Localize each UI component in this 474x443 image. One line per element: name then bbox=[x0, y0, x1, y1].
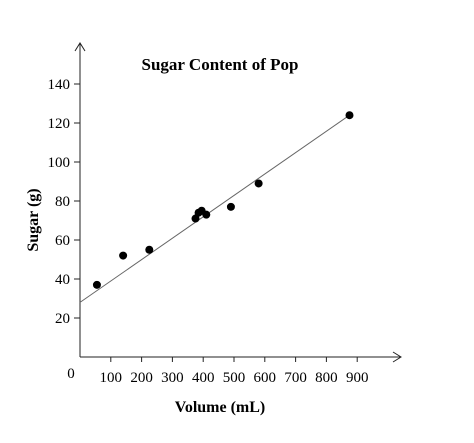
data-points bbox=[92, 111, 354, 289]
data-point bbox=[92, 280, 101, 289]
y-tick-label: 80 bbox=[55, 194, 70, 210]
x-tick-label: 700 bbox=[284, 370, 307, 386]
y-ticks: 20 40 60 80 100 120 140 bbox=[48, 77, 80, 327]
x-axis-label: Volume (mL) bbox=[175, 399, 266, 416]
data-point bbox=[119, 251, 128, 260]
x-tick-label: 300 bbox=[161, 370, 184, 386]
x-tick-label: 500 bbox=[223, 370, 246, 386]
data-point bbox=[145, 245, 154, 254]
x-tick-label: 900 bbox=[346, 370, 369, 386]
data-point bbox=[202, 210, 211, 219]
y-tick-label: 40 bbox=[55, 272, 70, 288]
y-tick-label: 100 bbox=[48, 155, 71, 171]
axes bbox=[74, 42, 402, 363]
x-tick-label: 200 bbox=[130, 370, 153, 386]
chart-title: Sugar Content of Pop bbox=[142, 55, 299, 74]
data-point bbox=[254, 179, 263, 188]
trendline bbox=[79, 114, 350, 303]
x-tick-label: 600 bbox=[254, 370, 277, 386]
x-tick-label: 800 bbox=[315, 370, 338, 386]
origin-label: 0 bbox=[67, 366, 75, 382]
y-axis-arrow bbox=[74, 42, 86, 52]
y-tick-label: 120 bbox=[48, 116, 71, 132]
x-ticks: 100 200 300 400 500 600 700 800 900 bbox=[100, 357, 369, 386]
y-tick-label: 20 bbox=[55, 311, 70, 327]
data-point bbox=[226, 202, 235, 211]
x-tick-label: 100 bbox=[100, 370, 123, 386]
trendline-layer bbox=[79, 114, 350, 303]
y-tick-label: 140 bbox=[48, 77, 71, 93]
y-axis-label: Sugar (g) bbox=[25, 188, 42, 251]
y-tick-label: 60 bbox=[55, 233, 70, 249]
data-point bbox=[345, 111, 354, 120]
x-tick-label: 400 bbox=[192, 370, 215, 386]
x-axis-arrow bbox=[392, 351, 402, 363]
